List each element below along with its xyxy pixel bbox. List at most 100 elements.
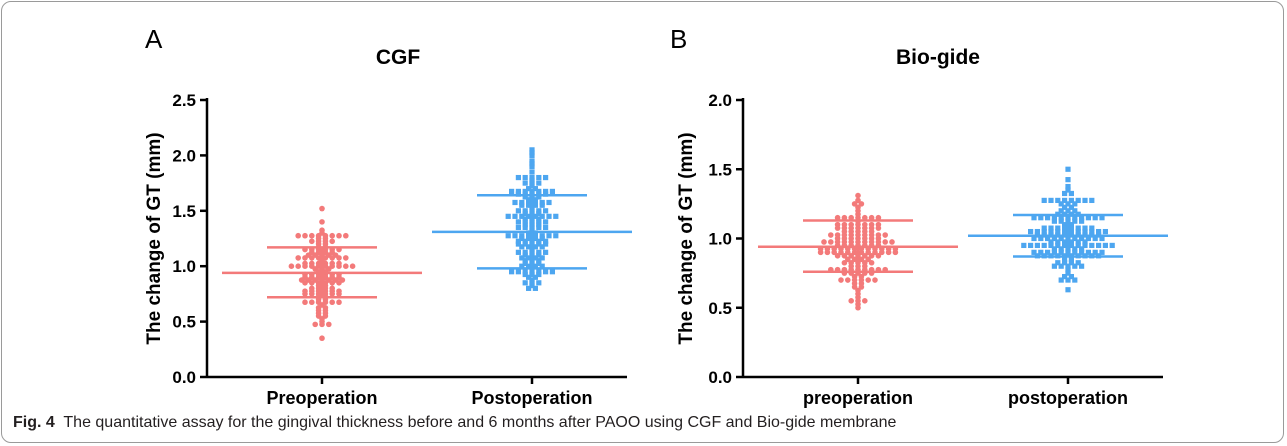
chart-2-group-2-point-126 — [1096, 242, 1102, 249]
chart-2-y-axis-label: The change of GT (mm) — [676, 132, 697, 344]
chart-1-group-2-point-100 — [536, 241, 542, 247]
chart-1-group-2-point-67 — [522, 249, 528, 255]
chart-1-group-2-point-118 — [539, 202, 545, 208]
chart-1-group-1-point-115 — [326, 252, 332, 258]
chart-2-group-2-point-10 — [1072, 215, 1078, 221]
chart-2-group-2-point-139 — [1058, 277, 1064, 283]
chart-1-group-2-point-113 — [536, 219, 542, 225]
chart-1-group-2-point-1 — [532, 285, 538, 291]
chart-2-group-1-point-114 — [848, 298, 854, 304]
chart-2-group-1-point-104 — [875, 235, 882, 242]
chart-1-group-2-point-38 — [526, 263, 532, 269]
chart-1-group-2-point-9 — [549, 269, 555, 275]
chart-2-group-2-point-121 — [1062, 242, 1068, 249]
chart-2-group-2-point-23 — [1038, 235, 1044, 242]
chart-2-group-1-point-143 — [858, 284, 865, 290]
chart-2-group-2-point-26 — [1058, 235, 1064, 242]
chart-1-group-2-point-59 — [519, 235, 525, 242]
chart-1-group-1-point-86 — [336, 288, 342, 294]
chart-2-group-2-point-63 — [1082, 239, 1088, 245]
chart-2-group-2-point-145 — [1065, 183, 1071, 190]
chart-1-group-2-point-10 — [512, 199, 518, 206]
chart-1-group-2-point-109 — [543, 224, 549, 231]
chart-1-group-2-point-8 — [543, 269, 549, 275]
chart-1-group-2-point-111 — [522, 219, 528, 225]
chart-2-group-1-point-1 — [855, 192, 861, 199]
chart-1-group-2-point-4 — [515, 269, 521, 275]
chart-1-y-tick-label-2: 1.0 — [172, 257, 196, 276]
chart-1-group-2-point-57 — [553, 233, 559, 239]
chart-2-group-2-point-59 — [1055, 239, 1061, 245]
chart-2-group-1-point-137 — [858, 201, 865, 207]
chart-2-group-2-point-21 — [1079, 246, 1085, 252]
chart-2-group-2-point-42 — [1092, 249, 1098, 255]
chart-2-group-2-point-118 — [1041, 242, 1047, 249]
chart-2-group-2-point-43 — [1099, 249, 1105, 255]
chart-1-y-tick-label-4: 2.0 — [172, 146, 196, 165]
chart-1-group-2-point-141 — [522, 238, 528, 244]
chart-2-group-1-point-44 — [882, 239, 888, 245]
chart-2-group-1-point-59 — [848, 253, 854, 259]
chart-2-group-2-point-32 — [1099, 235, 1105, 242]
chart-1-group-1-point-112 — [305, 252, 312, 258]
chart-2-group-2-point-87 — [1058, 218, 1064, 224]
chart-1-group-1-point-131 — [322, 307, 329, 314]
chart-2-group-2-point-48 — [1068, 197, 1074, 204]
chart-1-group-2-point-115 — [519, 202, 525, 208]
chart-2-group-2-point-134 — [1058, 208, 1064, 214]
chart-1-group-2-point-79 — [512, 213, 518, 219]
chart-1-group-1-point-29 — [288, 263, 295, 270]
chart-2-title: Bio-gide — [896, 46, 980, 69]
chart-1-group-2-point-69 — [536, 249, 542, 255]
chart-2-group-2-point-31 — [1092, 235, 1098, 242]
chart-2-group-2-point-1 — [1065, 166, 1071, 172]
chart-2-group-2-point-136 — [1072, 208, 1078, 214]
chart-1-group-2-point-51 — [512, 233, 518, 239]
figure-caption: Fig. 4 The quantitative assay for the gi… — [13, 414, 896, 432]
chart-1-group-2-point-138 — [536, 280, 542, 286]
chart-1-group-2-point-65 — [536, 180, 542, 186]
chart-2-group-2-point-89 — [1072, 218, 1078, 224]
chart-1-group-2-point-84 — [546, 213, 552, 219]
chart-1-group-2-point-29 — [539, 255, 545, 261]
chart-1-group-2-point-145 — [529, 161, 535, 167]
chart-1-group-2-point-96 — [532, 186, 538, 192]
chart-2-group-1-point-105 — [834, 225, 841, 231]
chart-1-group-2-point-2 — [529, 147, 535, 153]
chart-1-group-1-point-31 — [302, 263, 308, 270]
chart-2-group-2-point-17 — [1051, 246, 1057, 252]
chart-1-group-2-point-6 — [529, 269, 535, 275]
chart-1-group-2-point-132 — [529, 177, 535, 183]
chart-2-group-1-point-144 — [855, 197, 861, 204]
chart-1-group-1-point-37 — [343, 263, 349, 270]
chart-1-group-2-point-88 — [532, 244, 538, 250]
chart-2-group-2-point-62 — [1075, 239, 1081, 245]
chart-1-group-2-point-15 — [546, 199, 552, 206]
chart-2-group-2-point-4 — [1031, 215, 1037, 221]
chart-1-group-2-point-26 — [519, 255, 525, 261]
chart-1-group-2-point-17 — [522, 216, 528, 222]
chart-2-group-2-point-50 — [1082, 197, 1088, 204]
chart-2-group-2-point-117 — [1034, 242, 1040, 249]
chart-2-group-1-point-99 — [841, 235, 848, 242]
chart-2-group-2-point-90 — [1079, 218, 1085, 224]
chart-1-group-1-point-38 — [349, 263, 356, 270]
chart-2-group-1-point-61 — [862, 253, 868, 259]
chart-2-group-1-point-109 — [862, 225, 868, 231]
chart-2-group-2-point-78 — [1055, 228, 1061, 235]
chart-2-group-2-point-36 — [1051, 249, 1057, 255]
chart-1-group-1-point-125 — [319, 318, 325, 325]
chart-2-group-1-point-62 — [868, 253, 875, 259]
chart-1-group-1-point-76 — [343, 255, 349, 261]
chart-2-group-2-point-2 — [1062, 190, 1068, 197]
chart-1-group-2-point-144 — [543, 238, 549, 244]
chart-2-group-2-point-108 — [1075, 225, 1081, 231]
chart-2-group-2-point-83 — [1089, 228, 1095, 235]
chart-1-group-1-point-122 — [329, 232, 336, 239]
chart-1-group-1-point-124 — [343, 232, 349, 239]
chart-2-group-2-point-20 — [1072, 246, 1078, 252]
chart-2-group-2-point-25 — [1051, 235, 1057, 242]
chart-1-group-1-point-130 — [315, 307, 322, 314]
chart-1-y-tick-label-1: 0.5 — [172, 313, 196, 332]
chart-1-group-2-point-44 — [515, 208, 521, 214]
